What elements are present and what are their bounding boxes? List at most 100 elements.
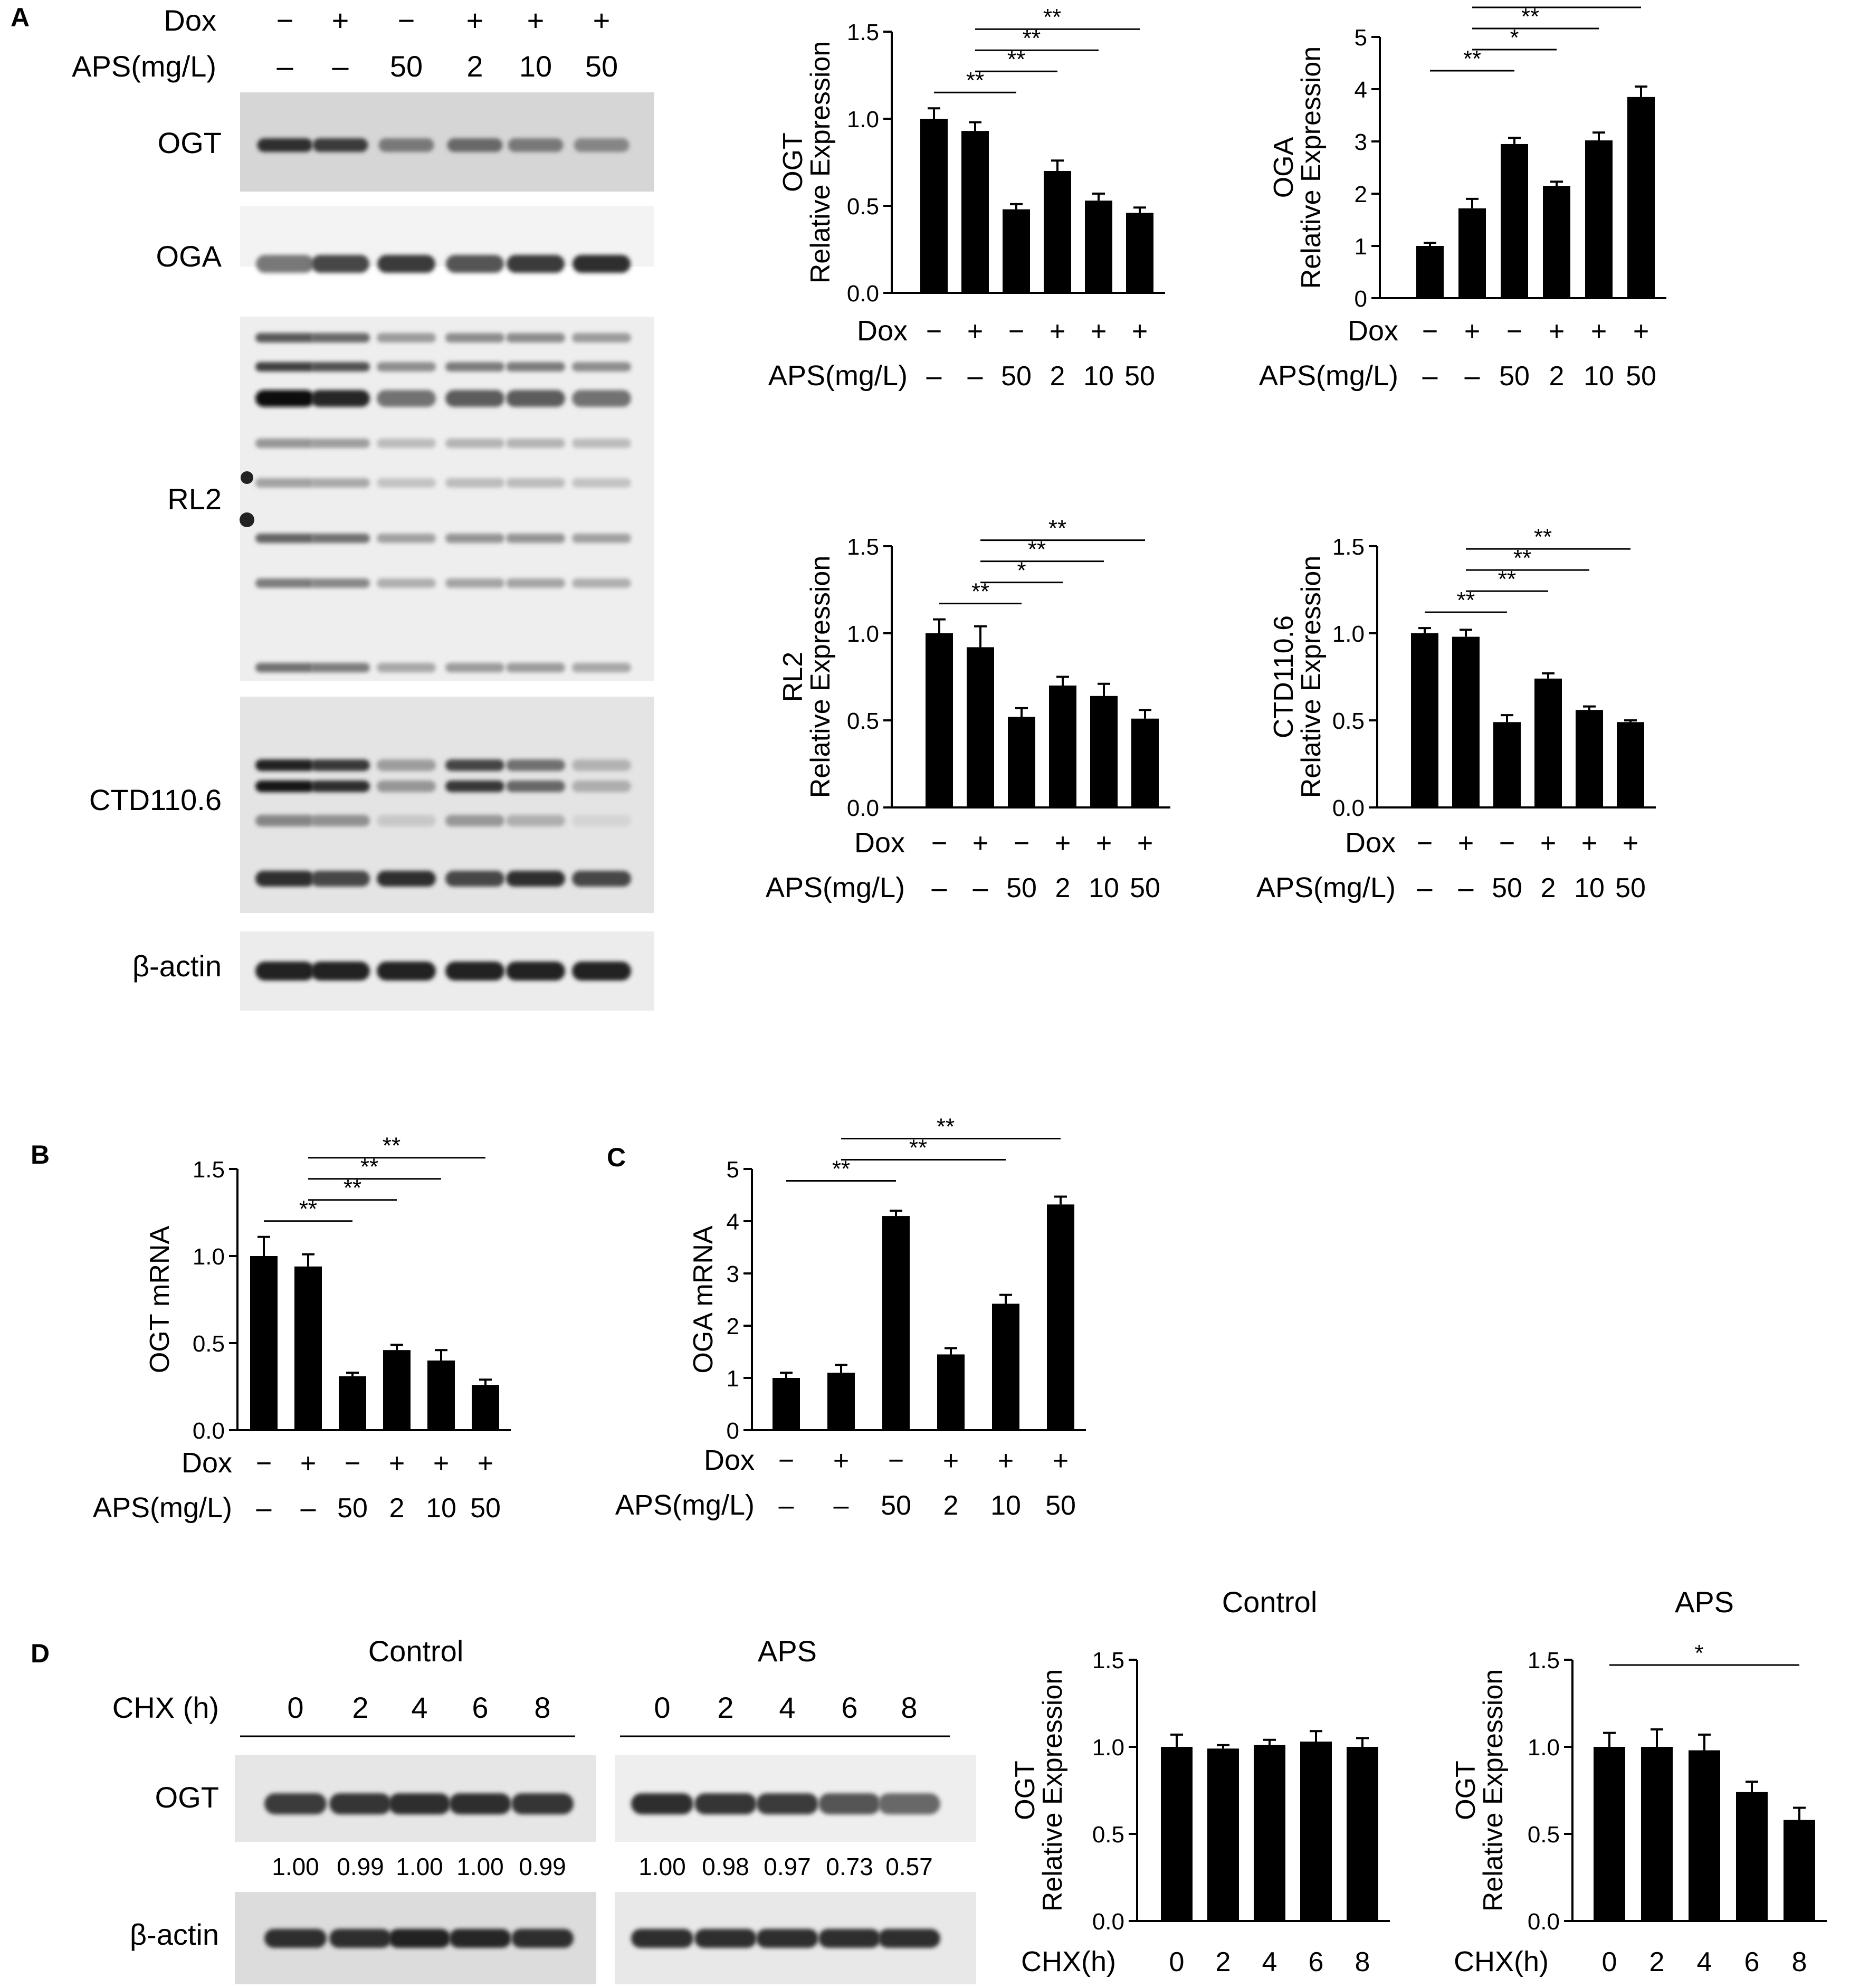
blot-d-aps-title: APS — [758, 1634, 817, 1668]
aps-cell: – — [1458, 873, 1474, 903]
significance-label: ** — [1542, 0, 1560, 8]
aps-cell: 2 — [1055, 873, 1071, 903]
aps-cell: 10 — [519, 50, 552, 83]
y-tick-label: 1.0 — [1092, 1735, 1124, 1761]
y-axis-label: CTD110.6 — [1269, 615, 1299, 738]
blot-band-rl2 — [255, 362, 314, 372]
aps-cell: – — [1417, 873, 1433, 903]
dox-row-label: Dox — [182, 1447, 232, 1479]
blot-band-actin — [506, 962, 565, 981]
bar — [1641, 1747, 1673, 1921]
aps-cell: 10 — [1083, 361, 1114, 392]
panel-label-a: A — [11, 3, 30, 32]
dox-cell: − — [398, 4, 415, 37]
dox-cell: + — [527, 4, 545, 37]
bar — [1736, 1792, 1768, 1921]
blot-band-rl2 — [311, 663, 370, 672]
blot-band-ogt — [312, 138, 368, 152]
blot-d-band — [511, 1793, 574, 1814]
aps-row-label: APS(mg/L) — [1256, 872, 1396, 903]
blot-panel-a: OGT OGA RL2 CTD110.6 β-actin — [89, 92, 654, 1011]
blot-band-ctd — [445, 759, 504, 771]
aps-cell: 2 — [1549, 361, 1565, 392]
y-tick-label: 1.5 — [1528, 1648, 1560, 1673]
dox-cell: + — [433, 1448, 449, 1479]
y-tick-label: 0.5 — [847, 708, 879, 734]
blot-band-rl2 — [311, 390, 370, 407]
blot-band-rl2 — [377, 534, 436, 543]
blot-d-band — [449, 1929, 511, 1948]
chart-title: Control — [1222, 1585, 1318, 1619]
aps-cell: 50 — [1124, 361, 1155, 392]
bar — [250, 1256, 278, 1430]
significance-label: ** — [1043, 4, 1061, 30]
blot-marker-dot — [241, 471, 253, 484]
chx-cell-aps: 8 — [901, 1691, 917, 1724]
quant-value-aps: 0.97 — [764, 1853, 811, 1880]
quant-value-aps: 1.00 — [638, 1853, 686, 1880]
blot-band-ctd — [445, 815, 504, 826]
dox-cell: + — [1050, 316, 1065, 347]
chx-cell-control: 2 — [352, 1691, 368, 1724]
y-tick-label: 1.0 — [193, 1244, 225, 1270]
dox-cell: + — [300, 1448, 316, 1479]
y-tick-label: 0.5 — [1332, 708, 1365, 734]
quant-value-aps: 0.73 — [826, 1853, 873, 1880]
y-tick-label: 0.0 — [847, 795, 879, 821]
y-axis-label: Relative Expression — [1478, 1669, 1509, 1912]
y-tick-label: 1.5 — [193, 1157, 225, 1183]
dox-cell: + — [1540, 828, 1556, 859]
dox-cell: + — [478, 1448, 493, 1479]
significance-label: ** — [383, 1133, 400, 1159]
chx-cell: 6 — [1744, 1947, 1760, 1977]
bar — [1784, 1820, 1815, 1921]
blot-band-rl2 — [506, 534, 565, 543]
blot-band-ctd — [572, 815, 631, 826]
bar — [926, 633, 953, 807]
panel-label-b: B — [31, 1140, 50, 1169]
bar — [427, 1361, 455, 1430]
bar — [472, 1385, 499, 1430]
bar — [1003, 209, 1030, 293]
bar — [1576, 710, 1603, 807]
panel-label-d: D — [31, 1639, 50, 1668]
blot-band-ctd — [445, 781, 504, 792]
blot-band-rl2 — [311, 534, 370, 543]
y-axis-label: OGT — [778, 132, 808, 192]
aps-cell: 2 — [389, 1493, 405, 1524]
blot-band-ctd — [311, 871, 370, 887]
blot-band-actin — [572, 962, 631, 981]
dox-cell: + — [1091, 316, 1107, 347]
blot-d-label-ogt: OGT — [155, 1781, 219, 1814]
chart-title: APS — [1675, 1585, 1734, 1619]
quant-value-control: 1.00 — [456, 1853, 504, 1880]
aps-row-label: APS(mg/L) — [72, 50, 216, 83]
aps-row-label: APS(mg/L) — [93, 1492, 232, 1524]
blot-band-actin — [255, 962, 314, 981]
bar — [1300, 1742, 1332, 1921]
y-tick-label: 0 — [1355, 286, 1367, 312]
y-axis-label: Relative Expression — [1296, 556, 1327, 798]
blot-band-rl2 — [572, 333, 631, 343]
chx-cell: 2 — [1216, 1947, 1231, 1977]
dox-cell: + — [1137, 828, 1153, 859]
bar — [1493, 722, 1521, 807]
y-tick-label: 0.5 — [1528, 1822, 1560, 1848]
dox-row-label: Dox — [1348, 315, 1398, 347]
chx-cell: 8 — [1355, 1947, 1370, 1977]
chx-cell: 0 — [1602, 1947, 1617, 1977]
aps-cell: 2 — [466, 50, 483, 83]
y-tick-label: 1.5 — [847, 20, 879, 45]
chx-cell-aps: 2 — [717, 1691, 733, 1724]
blot-band-rl2 — [572, 534, 631, 543]
blot-d-band — [388, 1793, 451, 1814]
y-axis-label: OGT — [1010, 1761, 1041, 1820]
blot-band-rl2 — [311, 578, 370, 588]
chx-row-label: CHX (h) — [112, 1691, 219, 1724]
blot-band-rl2 — [572, 663, 631, 672]
dox-cell: + — [1096, 828, 1112, 859]
bar — [1689, 1750, 1720, 1921]
